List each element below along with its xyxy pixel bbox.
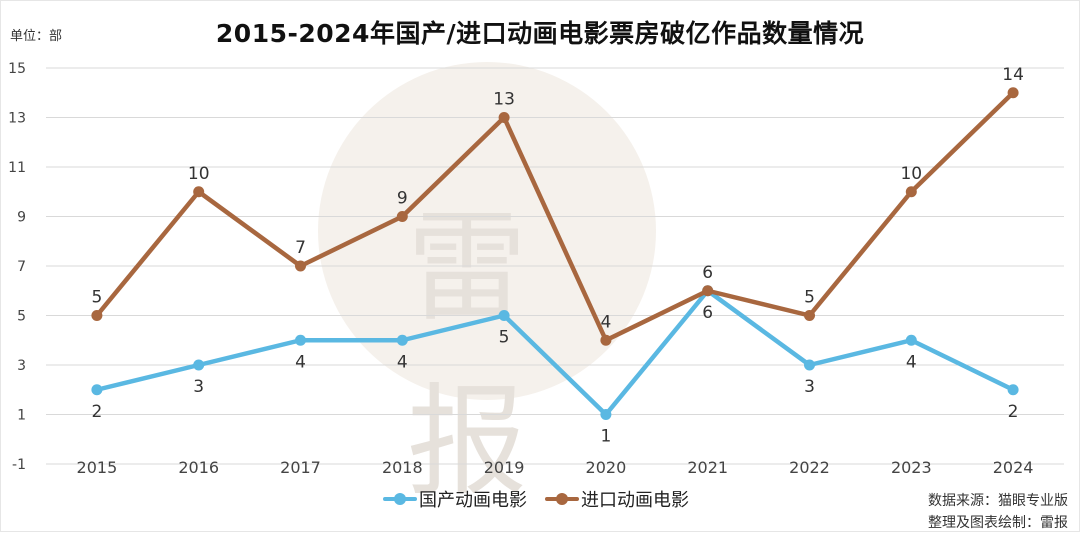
data-point	[905, 186, 917, 198]
data-label: 4	[600, 312, 611, 332]
data-point	[600, 409, 612, 420]
y-tick-label: 7	[17, 259, 26, 275]
y-tick-label: 3	[17, 358, 26, 374]
source-note: 数据来源：猫眼专业版 整理及图表绘制：雷报	[928, 490, 1068, 534]
data-label: 6	[702, 303, 713, 323]
data-label: 2	[91, 402, 102, 422]
data-point	[702, 285, 714, 297]
series-line-0	[94, 288, 1016, 417]
legend-swatch-imported	[545, 489, 579, 509]
data-point	[396, 211, 408, 222]
data-point	[91, 384, 103, 396]
data-point	[295, 260, 306, 272]
data-label: 3	[804, 377, 815, 397]
source-line-2: 整理及图表绘制：雷报	[928, 515, 1068, 531]
data-label: 13	[493, 90, 515, 110]
data-point	[193, 186, 205, 198]
unit-label: 单位：部	[10, 29, 63, 44]
x-tick-label: 2018	[382, 458, 423, 477]
data-label: 5	[499, 328, 510, 348]
data-point	[193, 359, 205, 371]
data-point	[804, 310, 815, 321]
legend-item-imported: 进口动画电影	[545, 486, 689, 512]
data-label: 9	[397, 189, 408, 209]
data-point	[600, 334, 612, 346]
legend: 国产动画电影 进口动画电影	[383, 487, 707, 511]
x-tick-label: 2023	[891, 458, 932, 477]
data-label: 4	[906, 352, 917, 372]
data-label: 4	[397, 352, 408, 372]
legend-label-domestic: 国产动画电影	[419, 490, 527, 511]
legend-item-domestic: 国产动画电影	[383, 486, 527, 512]
data-label: 1	[600, 427, 611, 447]
data-label: 10	[900, 164, 922, 184]
data-label: 10	[188, 164, 210, 184]
y-tick-label: 13	[8, 111, 26, 127]
legend-label-imported: 进口动画电影	[581, 490, 689, 511]
data-label: 14	[1002, 65, 1024, 85]
data-label: 5	[804, 288, 815, 308]
data-point	[91, 310, 103, 321]
y-tick-label: 15	[8, 61, 26, 77]
watermark-text: 雷 报	[407, 199, 567, 512]
x-tick-label: 2022	[789, 458, 830, 477]
data-label: 4	[295, 352, 306, 372]
x-tick-label: 2020	[586, 458, 627, 477]
x-tick-label: 2017	[280, 458, 321, 477]
data-label: 5	[91, 288, 102, 308]
source-line-1: 数据来源：猫眼专业版	[928, 493, 1068, 509]
legend-swatch-domestic	[383, 489, 417, 509]
data-label: 7	[295, 238, 306, 258]
data-point	[905, 334, 917, 346]
series-line-1	[94, 90, 1016, 343]
x-tick-label: 2019	[484, 458, 525, 477]
data-point	[1007, 384, 1019, 396]
data-label: 3	[193, 377, 204, 397]
y-tick-label: 11	[8, 160, 26, 176]
data-point	[804, 359, 815, 371]
x-tick-label: 2015	[77, 458, 118, 477]
data-point	[295, 334, 306, 346]
data-point	[498, 310, 510, 321]
chart-title: 2015-2024年国产/进口动画电影票房破亿作品数量情况	[215, 19, 865, 48]
x-tick-label: 2024	[993, 458, 1034, 477]
data-point	[498, 112, 510, 123]
data-label: 6	[702, 263, 713, 283]
x-tick-label: 2021	[687, 458, 728, 477]
x-tick-label: 2016	[178, 458, 219, 477]
data-label: 2	[1008, 402, 1019, 422]
y-tick-label: -1	[12, 457, 26, 473]
data-point	[1007, 87, 1019, 99]
y-tick-label: 9	[17, 210, 26, 226]
y-tick-label: 5	[17, 309, 26, 325]
y-tick-label: 1	[17, 408, 26, 424]
data-point	[396, 334, 408, 346]
